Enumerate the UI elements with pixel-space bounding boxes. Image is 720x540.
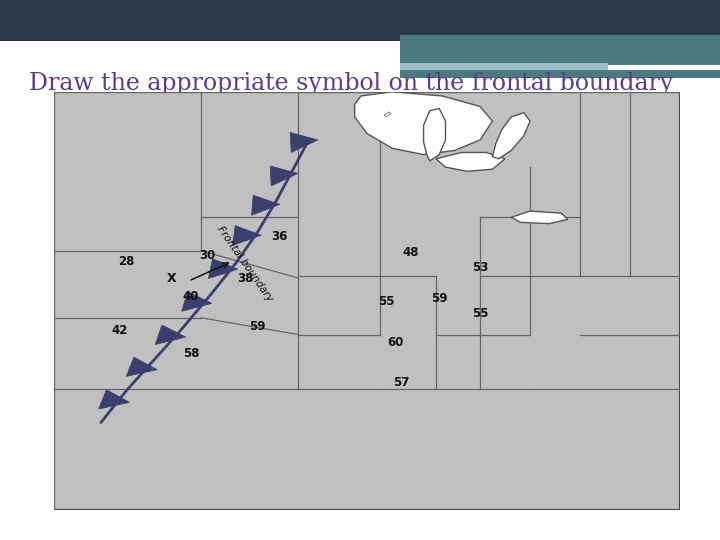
Polygon shape: [423, 109, 446, 161]
Text: 40: 40: [182, 291, 199, 303]
Text: 36: 36: [271, 230, 288, 242]
Bar: [400, 70, 720, 78]
Text: Frontal boundary: Frontal boundary: [215, 224, 275, 303]
Text: 38: 38: [237, 272, 253, 285]
Text: 58: 58: [184, 347, 200, 360]
Text: 59: 59: [249, 320, 266, 333]
Polygon shape: [208, 259, 238, 279]
Polygon shape: [492, 113, 530, 159]
Text: Draw the appropriate symbol on the frontal boundary: Draw the appropriate symbol on the front…: [29, 72, 673, 95]
Text: 42: 42: [112, 324, 128, 337]
Polygon shape: [270, 166, 298, 186]
Bar: [400, 63, 608, 71]
Text: 60: 60: [387, 336, 404, 349]
Polygon shape: [290, 132, 318, 152]
Text: 55: 55: [472, 307, 488, 320]
Polygon shape: [181, 292, 212, 312]
Bar: [400, 35, 720, 65]
Text: 59: 59: [431, 293, 448, 306]
Text: 55: 55: [378, 294, 395, 308]
Text: X: X: [167, 272, 176, 285]
Polygon shape: [436, 152, 505, 171]
Text: 28: 28: [118, 255, 134, 268]
Text: 57: 57: [393, 376, 410, 389]
Text: 30: 30: [199, 248, 215, 261]
Polygon shape: [384, 112, 391, 117]
Bar: [0, 0, 720, 40]
Polygon shape: [251, 195, 280, 215]
Polygon shape: [126, 357, 157, 376]
Text: 48: 48: [402, 246, 419, 259]
Polygon shape: [511, 211, 567, 224]
Polygon shape: [156, 325, 186, 345]
Polygon shape: [233, 226, 261, 246]
Text: 53: 53: [472, 261, 488, 274]
Polygon shape: [99, 390, 130, 409]
Polygon shape: [355, 92, 492, 154]
